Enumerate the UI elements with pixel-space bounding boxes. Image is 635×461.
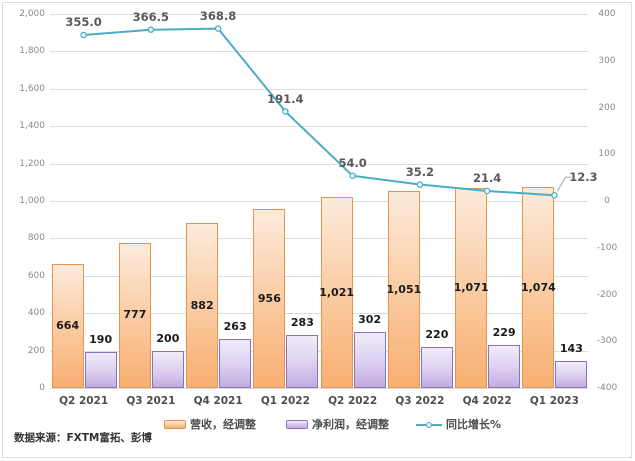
left-axis-tick-label: 0 [39,383,45,393]
category-label: Q1 2022 [260,395,310,407]
net-profit-bar [219,338,252,388]
net-profit-bar [555,361,588,388]
left-axis-tick-label: 1,400 [19,121,45,132]
yoy-growth-legend-label: 同比增长% [446,418,502,431]
net-profit-value-label: 283 [290,316,314,330]
right-axis-tick-label: 400 [598,9,616,19]
right-axis-tick-label: 100 [598,149,616,160]
legend-item-revenue: 营收，经调整 [164,416,256,432]
yoy-growth-point-marker [80,31,87,39]
revenue-value-label: 1,051 [386,282,422,296]
gridline [50,238,588,240]
right-axis-tick-label: 0 [604,196,610,206]
yoy-growth-point-marker [214,25,222,32]
yoy-growth-point-marker [282,108,289,115]
net-profit-value-label: 302 [358,312,382,326]
revenue-value-label: 777 [123,308,147,322]
right-axis-tick-label: 300 [598,55,616,66]
gridline [50,350,588,352]
data-source-note: 数据来源：FXTM富拓、彭博 [14,432,152,444]
left-axis-tick-label: 1,600 [19,83,45,94]
yoy-growth-value-label: 35.2 [405,164,435,179]
revenue-legend-swatch-icon [164,419,186,429]
category-label: Q2 2022 [328,395,378,407]
revenue-bar [455,187,488,388]
right-axis-tick-label: 200 [598,102,616,113]
left-axis-tick-label: 2,000 [19,9,45,19]
category-label: Q4 2021 [193,395,243,407]
gridline [50,51,588,53]
gridline [50,88,588,90]
net-profit-value-label: 229 [492,326,516,340]
revenue-value-label: 1,074 [520,280,556,294]
net-profit-legend-swatch-icon [286,419,308,429]
revenue-bar [51,263,84,388]
net-profit-bar [353,331,386,388]
revenue-bar [387,191,420,388]
net-profit-bar [488,345,521,388]
legend-item-net-profit: 净利润，经调整 [286,416,389,432]
net-profit-legend-label: 净利润，经调整 [312,418,389,431]
revenue-legend-label: 营收，经调整 [190,418,256,431]
gridline [50,388,588,389]
gridline [50,14,588,15]
revenue-bar [522,187,555,388]
net-profit-value-label: 200 [156,331,180,345]
category-label: Q4 2022 [462,395,512,407]
left-axis-tick-label: 400 [27,308,45,319]
category-label: Q2 2021 [59,395,109,407]
revenue-value-label: 664 [56,318,80,332]
gridline [50,275,588,277]
net-profit-bar [286,335,319,388]
net-profit-value-label: 263 [223,319,247,333]
left-axis-tick-label: 200 [27,345,45,356]
yoy-growth-value-label: 368.8 [199,8,237,23]
right-axis-tick-label: -400 [596,383,618,393]
yoy-growth-value-label: 355.0 [65,15,102,30]
net-profit-value-label: 190 [89,333,113,347]
right-axis-tick-label: -100 [596,242,618,253]
legend-item-yoy-growth: 同比增长% [416,416,501,432]
yoy-growth-value-label: 54.0 [338,155,367,170]
revenue-bar [186,223,219,388]
right-axis-tick-label: -200 [596,289,618,300]
revenue-bar [253,209,286,388]
revenue-value-label: 956 [257,291,281,305]
revenue-value-label: 1,071 [453,280,489,294]
category-label: Q1 2023 [529,395,579,407]
yoy-growth-point-marker [349,172,356,180]
gridline [50,313,588,315]
gridline [50,163,588,165]
revenue-value-label: 882 [190,298,214,312]
revenue-bar [320,197,353,388]
yoy-growth-value-label: 191.4 [267,91,304,106]
yoy-growth-value-label: 21.4 [472,170,502,185]
net-profit-value-label: 143 [559,342,583,356]
net-profit-bar [84,352,117,388]
right-axis-tick-label: -300 [596,336,618,347]
net-profit-value-label: 220 [425,327,449,341]
yoy-growth-value-label: 366.5 [132,9,170,24]
left-axis-tick-label: 1,000 [19,196,45,206]
yoy-growth-value-label: 12.3 [569,170,598,185]
left-axis-tick-label: 800 [27,233,45,244]
left-axis-tick-label: 600 [27,270,45,281]
gridline [50,126,588,128]
left-axis-tick-label: 1,800 [19,46,45,57]
category-label: Q3 2022 [395,395,445,407]
gridline [50,201,588,202]
revenue-value-label: 1,021 [319,285,355,299]
net-profit-bar [420,346,453,388]
yoy-growth-point-marker [416,181,424,188]
yoy-growth-point-marker [147,26,155,33]
category-label: Q3 2021 [126,395,176,407]
left-axis-tick-label: 1,200 [19,158,45,169]
net-profit-bar [151,350,184,388]
revenue-bar [118,242,151,388]
yoy-growth-line-marker-icon [416,420,442,429]
